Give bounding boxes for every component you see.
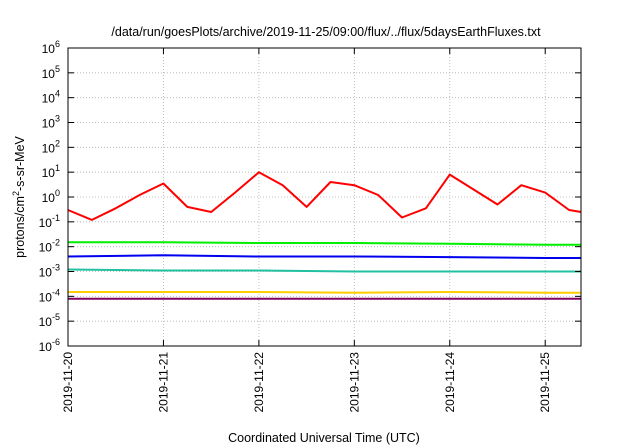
y-tick-base: 10 xyxy=(42,42,56,56)
y-tick-label: 104 xyxy=(42,89,60,106)
y-tick-exponent: -3 xyxy=(52,263,60,273)
y-axis-label-unit: protons/cm xyxy=(13,196,27,258)
y-tick-exponent: -4 xyxy=(52,287,60,297)
grid xyxy=(67,47,581,347)
y-tick-base: 10 xyxy=(42,67,56,81)
y-tick-exponent: 0 xyxy=(55,188,60,198)
series-line-2 xyxy=(68,241,581,246)
y-tick-exponent: 6 xyxy=(55,39,60,49)
y-tick-base: 10 xyxy=(39,216,53,230)
chart-title: /data/run/goesPlots/archive/2019-11-25/0… xyxy=(111,25,541,39)
x-tick-label: 2019-11-25 xyxy=(538,352,552,413)
y-axis-label: protons/cm2-s-sr-MeV xyxy=(11,135,27,257)
y-tick-exponent: -1 xyxy=(52,213,60,223)
y-axis-label-rest: -s-sr-MeV xyxy=(13,135,27,191)
x-tick-label: 2019-11-23 xyxy=(347,352,361,413)
y-tick-label: 10-2 xyxy=(39,238,60,255)
x-tick-label: 2019-11-21 xyxy=(156,352,170,413)
y-tick-label: 101 xyxy=(42,163,60,180)
y-tick-base: 10 xyxy=(39,266,53,280)
y-tick-exponent: 2 xyxy=(55,138,60,148)
y-tick-base: 10 xyxy=(42,92,56,106)
y-tick-base: 10 xyxy=(39,340,53,354)
y-axis-label-sup: 2 xyxy=(11,191,21,196)
series-line-3 xyxy=(67,254,581,259)
x-tick-label: 2019-11-20 xyxy=(61,352,75,413)
series-line-4 xyxy=(67,268,581,273)
y-tick-exponent: 3 xyxy=(55,114,60,124)
y-tick-label: 105 xyxy=(42,64,60,81)
y-tick-label: 102 xyxy=(42,138,60,155)
y-tick-base: 10 xyxy=(42,117,56,131)
y-tick-label: 10-1 xyxy=(39,213,60,230)
y-tick-exponent: -5 xyxy=(52,312,60,322)
series-line-1 xyxy=(67,171,582,221)
y-tick-exponent: -6 xyxy=(52,337,60,347)
y-tick-base: 10 xyxy=(42,191,56,205)
data-series xyxy=(67,171,582,300)
y-tick-label: 10-6 xyxy=(39,337,60,354)
y-tick-label: 103 xyxy=(42,114,60,131)
y-axis: 10-610-510-410-310-210-11001011021031041… xyxy=(39,39,581,354)
y-tick-label: 10-3 xyxy=(39,263,60,280)
x-axis: 2019-11-20 2019-11-21 2019-11-22 2019-11-23… xyxy=(61,48,552,413)
y-tick-base: 10 xyxy=(42,141,56,155)
y-tick-base: 10 xyxy=(39,315,53,329)
y-tick-exponent: -2 xyxy=(52,238,60,248)
y-tick-exponent: 4 xyxy=(55,89,60,99)
x-axis-label: Coordinated Universal Time (UTC) xyxy=(228,431,420,445)
series-line-5 xyxy=(68,291,581,294)
y-tick-base: 10 xyxy=(42,166,56,180)
y-tick-exponent: 5 xyxy=(55,64,60,74)
y-tick-exponent: 1 xyxy=(55,163,60,173)
y-tick-label: 100 xyxy=(42,188,60,205)
y-tick-label: 10-4 xyxy=(39,287,60,304)
y-tick-label: 10-5 xyxy=(39,312,60,329)
y-tick-base: 10 xyxy=(39,290,53,304)
x-tick-label: 2019-11-22 xyxy=(252,352,266,413)
plot-frame xyxy=(67,47,582,347)
y-tick-base: 10 xyxy=(39,241,53,255)
y-tick-label: 106 xyxy=(42,39,60,56)
x-tick-label: 2019-11-24 xyxy=(443,352,457,413)
